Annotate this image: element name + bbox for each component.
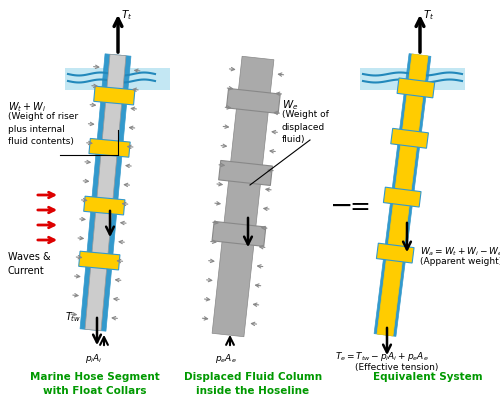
Text: Waves &
Current: Waves & Current: [8, 252, 50, 276]
Polygon shape: [80, 54, 131, 331]
Text: $T_t$: $T_t$: [121, 8, 132, 22]
Polygon shape: [212, 56, 274, 337]
Polygon shape: [89, 139, 130, 157]
Polygon shape: [84, 196, 125, 215]
Text: (Weight of
displaced
fluid): (Weight of displaced fluid): [282, 110, 329, 144]
Text: $p_e A_e$: $p_e A_e$: [215, 352, 236, 365]
Text: (Effective tension): (Effective tension): [355, 363, 438, 372]
Text: $T_{tw}$: $T_{tw}$: [65, 310, 81, 324]
Text: $W_t + W_i$: $W_t + W_i$: [8, 100, 46, 114]
Text: (Weight of riser
plus internal
fluid contents): (Weight of riser plus internal fluid con…: [8, 112, 78, 146]
Polygon shape: [391, 129, 428, 148]
Polygon shape: [226, 88, 280, 113]
Polygon shape: [377, 54, 428, 336]
Text: Equivalent System: Equivalent System: [373, 372, 483, 382]
Text: $T_t$: $T_t$: [423, 8, 434, 22]
Text: $W_a = W_t + W_i - W_e$: $W_a = W_t + W_i - W_e$: [420, 245, 500, 258]
Text: $=$: $=$: [346, 193, 370, 217]
Bar: [65, 68, 170, 90]
Text: (Apparent weight): (Apparent weight): [420, 257, 500, 266]
Polygon shape: [397, 78, 434, 98]
Bar: [360, 68, 465, 90]
Text: $W_e$: $W_e$: [282, 98, 298, 112]
Polygon shape: [374, 54, 431, 336]
Text: Displaced Fluid Column
inside the Hoseline: Displaced Fluid Column inside the Hoseli…: [184, 372, 322, 396]
Text: $-$: $-$: [329, 191, 351, 219]
Text: $p_i A_i$: $p_i A_i$: [85, 352, 102, 365]
Text: Marine Hose Segment
with Float Collars: Marine Hose Segment with Float Collars: [30, 372, 160, 396]
Polygon shape: [94, 86, 135, 105]
Polygon shape: [376, 243, 414, 263]
Text: $T_e = T_{tw} - p_i A_i + p_e A_e$: $T_e = T_{tw} - p_i A_i + p_e A_e$: [335, 350, 428, 363]
Polygon shape: [212, 221, 266, 246]
Polygon shape: [78, 251, 120, 270]
Polygon shape: [384, 187, 421, 207]
Polygon shape: [85, 54, 126, 331]
Polygon shape: [218, 160, 272, 185]
